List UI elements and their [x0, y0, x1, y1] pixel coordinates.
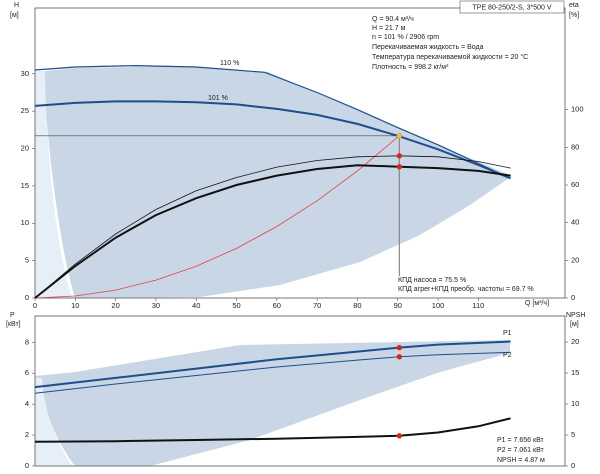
info-bg — [368, 14, 556, 74]
annotation: NPSH = 4.87 м — [497, 457, 545, 464]
series-label: 110 % — [220, 60, 239, 67]
y2-tick-label: 20 — [571, 255, 579, 264]
operating-area-light — [35, 71, 72, 298]
y2-label: NPSH — [566, 312, 585, 319]
annotation: КПД насоса = 75.5 % — [398, 277, 466, 284]
y-tick-label: 0 — [25, 293, 29, 302]
curve — [34, 135, 400, 299]
y2-tick-label: 60 — [571, 180, 579, 189]
x-tick-label: 90 — [394, 301, 402, 310]
x-tick-label: 0 — [33, 301, 37, 310]
annotation: P1 = 7.656 кВт — [497, 437, 545, 444]
curve — [34, 100, 511, 180]
x-tick-label: 80 — [353, 301, 361, 310]
y2-tick-label: 40 — [571, 218, 579, 227]
x-tick-label: 10 — [71, 301, 79, 310]
curve — [34, 351, 511, 394]
y-label: P — [10, 312, 15, 319]
operating-area — [35, 66, 512, 298]
model-box — [459, 0, 565, 14]
curve — [34, 164, 511, 299]
y-tick-label: 6 — [25, 368, 29, 377]
y2-tick-label: 0 — [571, 293, 575, 302]
series-label: 101 % — [208, 95, 228, 102]
y-tick-label: 25 — [21, 106, 29, 115]
x-tick-label: 40 — [192, 301, 200, 310]
operating-point — [396, 153, 403, 159]
y-tick-label: 8 — [25, 337, 29, 346]
y-tick-label: 4 — [25, 399, 29, 408]
info: Плотность = 998.2 кг/м³ — [372, 64, 449, 71]
x-tick-label: 60 — [273, 301, 281, 310]
power-area-light — [35, 378, 72, 466]
operating-point — [396, 354, 403, 360]
y2-tick-label: 0 — [571, 461, 575, 470]
y-tick-label: 2 — [25, 430, 29, 439]
y2-tick-label: 10 — [571, 399, 579, 408]
y2-unit: [%] — [569, 12, 579, 19]
y-tick-label: 5 — [25, 256, 29, 265]
y-tick-label: 10 — [21, 218, 29, 227]
y-unit: [кВт] — [6, 321, 21, 328]
series-label: P1 — [503, 330, 512, 337]
curve — [34, 64, 511, 179]
y-unit: [м] — [10, 12, 19, 19]
operating-point — [396, 133, 403, 139]
y-tick-label: 20 — [21, 143, 29, 152]
y2-label: eta — [569, 2, 579, 9]
operating-point — [396, 433, 403, 439]
curve — [34, 417, 511, 443]
operating-point — [396, 344, 403, 351]
x-tick-label: 30 — [152, 301, 160, 310]
x-tick-label: 100 — [432, 301, 445, 310]
x-label: Q [м³/ч] — [525, 300, 549, 307]
annotation: P2 = 7.061 кВт — [497, 447, 545, 454]
y2-tick-label: 80 — [571, 142, 579, 151]
x-tick-label: 50 — [232, 301, 240, 310]
operating-point — [396, 163, 403, 170]
curve — [34, 340, 511, 389]
y-label: H — [14, 2, 19, 9]
x-tick-label: 20 — [111, 301, 119, 310]
y2-unit: [м] — [570, 321, 579, 328]
power-area — [35, 340, 510, 466]
model: TPE 80-250/2-S, 3*500 V — [473, 4, 552, 11]
info: Q = 90.4 м³/ч — [372, 16, 414, 23]
y-tick-label: 0 — [25, 461, 29, 470]
plot-frame — [34, 315, 566, 467]
series-label: P2 — [503, 352, 512, 359]
y2-tick-label: 15 — [571, 368, 579, 377]
y2-tick-label: 5 — [571, 430, 575, 439]
y2-tick-label: 100 — [571, 105, 584, 114]
y-tick-label: 30 — [21, 69, 29, 78]
x-tick-label: 110 — [472, 301, 484, 310]
annotation: КПД агрег+КПД преобр. частоты = 69.7 % — [398, 285, 534, 293]
info: n = 101 % / 2906 rpm — [372, 34, 439, 41]
x-tick-label: 70 — [313, 301, 321, 310]
info: Температура перекачиваемой жидкости = 20… — [372, 53, 528, 61]
y2-tick-label: 20 — [571, 337, 579, 346]
info: H = 21.7 м — [372, 25, 406, 32]
info: Перекачиваемая жидкость = Вода — [372, 44, 484, 51]
y-tick-label: 15 — [21, 181, 29, 190]
plot-frame — [34, 7, 566, 299]
curve — [34, 155, 511, 299]
